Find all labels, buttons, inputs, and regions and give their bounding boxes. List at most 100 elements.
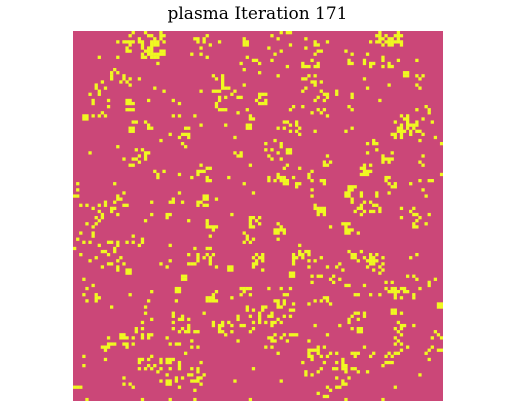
live-cell [230, 92, 234, 96]
live-cell [119, 80, 123, 84]
live-cell [177, 172, 182, 177]
live-cell [116, 71, 120, 75]
live-cell [125, 240, 129, 244]
live-cell [140, 336, 145, 340]
live-cell [177, 290, 182, 294]
live-cell [171, 357, 175, 362]
live-cell [150, 333, 154, 337]
live-cell [119, 333, 123, 337]
live-cell [159, 360, 163, 365]
live-cell [128, 108, 132, 112]
live-cell [439, 302, 443, 306]
live-cell [390, 43, 394, 47]
live-cell [344, 228, 348, 232]
live-cell [242, 231, 246, 235]
live-cell [199, 382, 203, 386]
live-cell [381, 256, 385, 260]
live-cell [335, 265, 339, 269]
live-cell [85, 117, 89, 121]
live-cell [332, 367, 336, 371]
live-cell [168, 132, 172, 137]
live-cell [436, 305, 441, 309]
live-cell [291, 262, 296, 266]
live-cell [116, 259, 120, 263]
live-cell [258, 92, 262, 96]
live-cell [239, 151, 243, 155]
live-cell [384, 157, 388, 161]
live-cell [356, 311, 360, 315]
live-cell [282, 175, 286, 180]
live-cell [313, 348, 317, 352]
live-cell [153, 40, 157, 44]
live-cell [402, 290, 407, 294]
live-cell [350, 108, 354, 112]
live-cell [168, 382, 172, 386]
live-cell [76, 385, 80, 389]
live-cell [279, 145, 283, 149]
live-cell [310, 357, 314, 362]
live-cell [147, 98, 151, 103]
live-cell [202, 169, 206, 174]
live-cell [147, 52, 151, 56]
live-cell [344, 222, 348, 226]
live-cell [316, 351, 320, 355]
live-cell [365, 370, 370, 374]
live-cell [261, 268, 265, 272]
live-cell [159, 379, 163, 383]
live-cell [251, 216, 256, 220]
live-cell [82, 240, 86, 244]
live-cell [106, 253, 111, 257]
live-cell [393, 290, 397, 294]
live-cell [208, 166, 212, 170]
live-cell [276, 231, 280, 235]
live-cell [378, 209, 382, 214]
live-cell [412, 296, 416, 300]
live-cell [217, 330, 222, 334]
live-cell [106, 240, 111, 244]
live-cell [248, 126, 253, 130]
live-cell [381, 262, 385, 266]
live-cell [359, 172, 364, 177]
live-cell [427, 108, 431, 112]
live-cell [264, 305, 268, 309]
live-cell [285, 148, 290, 152]
live-cell [393, 308, 397, 312]
live-cell [362, 209, 367, 214]
live-cell [399, 126, 404, 130]
live-cell [150, 126, 154, 130]
live-cell [369, 169, 373, 174]
live-cell [415, 74, 419, 78]
live-cell [279, 225, 283, 229]
live-cell [177, 385, 182, 389]
live-cell [393, 286, 397, 291]
live-cell [76, 188, 80, 192]
live-cell [310, 169, 314, 174]
live-cell [103, 114, 108, 118]
live-cell [350, 95, 354, 100]
live-cell [128, 49, 132, 53]
live-cell [122, 336, 126, 340]
live-cell [214, 290, 219, 294]
live-cell [325, 333, 330, 337]
live-cell [261, 253, 265, 257]
live-cell [211, 320, 216, 325]
live-cell [273, 138, 277, 143]
live-cell [362, 345, 367, 349]
live-cell [369, 200, 373, 204]
live-cell [338, 262, 342, 266]
live-cell [190, 262, 194, 266]
live-cell [325, 385, 330, 389]
live-cell [399, 114, 404, 118]
live-cell [304, 370, 308, 374]
live-cell [230, 296, 234, 300]
live-cell [295, 182, 299, 186]
live-cell [316, 108, 320, 112]
live-cell [245, 123, 249, 127]
live-cell [325, 299, 330, 303]
live-cell [430, 345, 434, 349]
live-cell [103, 345, 108, 349]
live-cell [387, 40, 391, 44]
live-cell [180, 277, 185, 281]
live-cell [162, 34, 166, 38]
live-cell [307, 302, 311, 306]
